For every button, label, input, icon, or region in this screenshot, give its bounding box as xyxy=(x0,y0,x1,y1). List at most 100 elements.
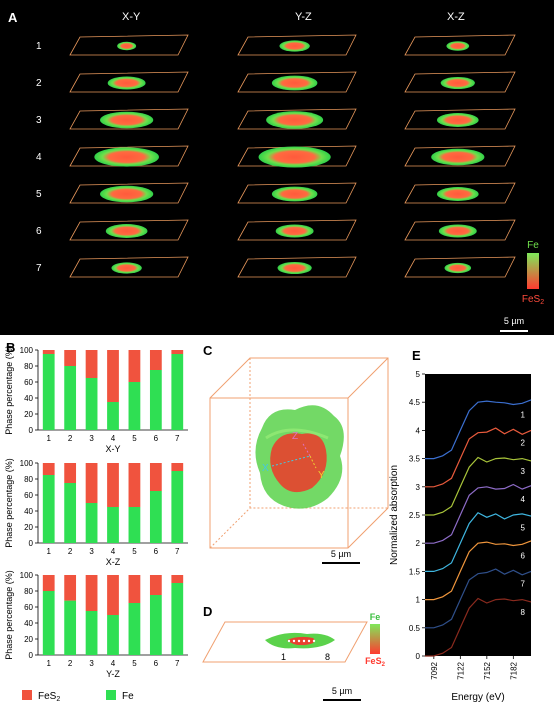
slice-frame xyxy=(404,71,516,93)
bar-fe xyxy=(149,370,162,430)
x-tick-label: 1 xyxy=(46,547,51,556)
panel-e-xanes-chart: 0 0.5 1 1.5 2 2.5 3 3.5 4 4.5 5 7092 7122 7152 7182 1 2… xyxy=(389,370,532,703)
e-x-tick-label: 7152 xyxy=(483,661,492,679)
particle-slice xyxy=(266,111,324,129)
bar-fes2 xyxy=(171,350,184,354)
bar-fes2 xyxy=(171,575,184,583)
bar-fe xyxy=(64,600,77,655)
bar-fes2 xyxy=(128,350,141,382)
x-axis-title: Y-Z xyxy=(106,669,120,679)
d-colorbar-top-label: Fe xyxy=(370,612,381,622)
legend-swatch-fes2 xyxy=(22,690,32,700)
particle-slice xyxy=(436,113,479,127)
series-label: 1 xyxy=(521,410,526,419)
slice-frame xyxy=(69,182,189,204)
legend-swatch-fe xyxy=(106,690,116,700)
bar-fe xyxy=(128,507,141,543)
x-tick-label: 3 xyxy=(89,434,94,443)
e-y-tick-label: 3.5 xyxy=(409,455,421,464)
bar-fes2 xyxy=(107,575,119,615)
slice-frame xyxy=(69,71,189,93)
series-label: 7 xyxy=(521,580,526,589)
legend-label-fes2: FeS2 xyxy=(38,691,60,703)
x-axis-label: X xyxy=(262,463,269,474)
slice-frame xyxy=(404,219,516,241)
bar-fes2 xyxy=(171,463,184,471)
y-tick-label: 40 xyxy=(24,507,33,516)
y-tick-label: 60 xyxy=(24,603,33,612)
x-tick-label: 2 xyxy=(68,434,73,443)
column-header-xz: X-Z xyxy=(447,11,465,23)
series-label: 4 xyxy=(521,495,526,504)
x-tick-label: 1 xyxy=(46,659,51,668)
bar-fes2 xyxy=(107,463,119,507)
panel-c-render: X Y Z 5 µm xyxy=(209,357,389,564)
bar-fe xyxy=(85,378,98,430)
bar-fe xyxy=(42,354,55,430)
bar-fes2 xyxy=(64,463,77,483)
e-x-tick-label: 7182 xyxy=(509,661,518,679)
x-axis-title: X-Y xyxy=(105,444,120,454)
y-tick-label: 100 xyxy=(20,459,34,468)
e-y-tick-label: 3 xyxy=(416,483,421,492)
slice-frame xyxy=(202,621,368,663)
y-tick-label: 20 xyxy=(24,410,33,419)
particle-slice xyxy=(111,262,142,274)
slice-frame xyxy=(69,34,189,56)
scale-label-d: 5 µm xyxy=(332,686,352,696)
xanes-series-5 xyxy=(425,511,532,572)
slice-frame xyxy=(237,256,357,278)
e-y-tick-label: 2.5 xyxy=(409,511,421,520)
bar-fes2 xyxy=(42,350,55,354)
bar-fe xyxy=(171,471,184,543)
bounding-box xyxy=(209,357,389,549)
y-tick-label: 0 xyxy=(29,651,34,660)
e-y-tick-label: 1 xyxy=(416,596,421,605)
x-tick-label: 6 xyxy=(154,434,159,443)
xanes-series-6 xyxy=(425,540,532,601)
y-axis-title: Phase percentage (%) xyxy=(4,570,14,660)
bar-fe xyxy=(128,603,141,655)
bar-fes2 xyxy=(42,575,55,591)
bar-fe xyxy=(107,402,119,430)
x-tick-label: 6 xyxy=(154,547,159,556)
y-tick-label: 80 xyxy=(24,587,33,596)
panel-e-label: E xyxy=(412,348,421,363)
particle-slice xyxy=(277,261,312,275)
particle-slice xyxy=(279,40,310,52)
series-label: 2 xyxy=(521,439,526,448)
y-tick-label: 100 xyxy=(20,346,34,355)
slice-frame xyxy=(69,219,189,241)
particle-slice xyxy=(440,76,475,90)
x-tick-label: 1 xyxy=(46,434,51,443)
legend-label-fe: Fe xyxy=(122,691,134,702)
panel-d-slice: 1 8 Fe FeS2 5 µm xyxy=(202,612,386,701)
panel-a-label: A xyxy=(8,10,18,25)
bar-fes2 xyxy=(107,350,119,402)
bar-fe xyxy=(107,615,119,655)
particle-slice xyxy=(275,224,314,238)
bar-fe xyxy=(85,611,98,655)
particle-slice xyxy=(446,41,470,51)
row-label: 3 xyxy=(36,115,42,126)
particle-slice xyxy=(94,147,159,167)
particle-slice xyxy=(431,148,485,166)
x-axis-title-e: Energy (eV) xyxy=(451,692,504,703)
x-axis-line xyxy=(271,455,311,467)
bar-fe xyxy=(128,382,141,430)
slice-frame xyxy=(237,219,357,241)
xanes-series-8 xyxy=(425,597,532,657)
x-tick-label: 6 xyxy=(154,659,159,668)
bar-fes2 xyxy=(149,575,162,595)
scale-label-a: 5 µm xyxy=(504,316,524,326)
x-tick-label: 4 xyxy=(111,434,116,443)
slice-frame xyxy=(237,182,357,204)
x-axis-title: X-Z xyxy=(106,557,121,567)
bar-fe xyxy=(149,491,162,543)
colorbar-top-label: Fe xyxy=(527,240,539,251)
panel-a: A X-Y Y-Z X-Z 1 2 3 4 5 6 7 Fe FeS2 5 µm xyxy=(0,0,554,335)
xanes-series-7 xyxy=(425,568,532,629)
y-tick-label: 20 xyxy=(24,523,33,532)
particle-slice xyxy=(271,186,318,202)
